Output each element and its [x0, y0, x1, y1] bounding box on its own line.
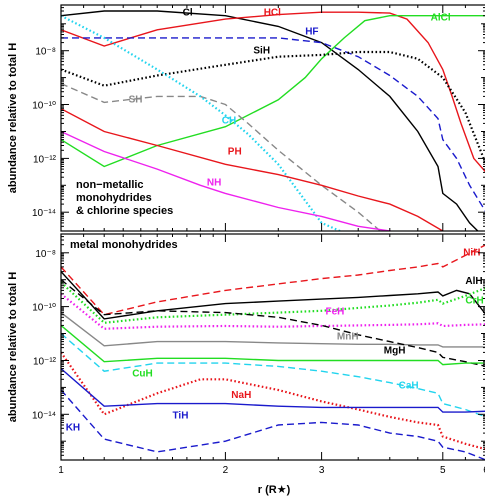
x-tick-label: 5 — [440, 465, 446, 476]
bottom-annotation: metal monohydrides — [70, 239, 178, 251]
bottom-series-labels: NiH AlH CrH FeH MnH MgH CuH CaH NaH TiH KH — [66, 247, 484, 433]
series-line-mgh — [61, 279, 485, 367]
bottom-y-tick-label: 10⁻¹⁴ — [32, 410, 56, 421]
series-label-alh: AlH — [465, 276, 482, 287]
series-line-tih — [61, 368, 485, 413]
series-line-sh — [61, 82, 382, 231]
series-line-kh — [61, 389, 485, 460]
top-annotation-line-2: monohydrides — [76, 192, 152, 204]
bottom-y-axis-label: abundance relative to total H — [7, 272, 19, 422]
top-panel: Cl HCl AlCl HF SiH SH CH PH NH 10⁻⁸ 10⁻¹⁰ 10⁻¹² 10⁻… — [32, 4, 485, 232]
series-label-crh: CrH — [465, 296, 483, 307]
series-line-hf — [61, 37, 485, 212]
bottom-y-tick-label: 10⁻⁸ — [35, 249, 56, 260]
series-label-nah: NaH — [231, 390, 251, 401]
top-frame — [60, 4, 485, 232]
series-line-nh — [61, 130, 395, 231]
series-line-hcl — [61, 11, 485, 173]
series-label-mgh: MgH — [384, 346, 406, 357]
series-line-mnh — [61, 312, 485, 348]
series-line-cl — [61, 10, 479, 231]
top-y-axis-label: abundance relative to total H — [7, 43, 19, 193]
series-label-cuh: CuH — [132, 369, 153, 380]
series-label-hcl: HCl — [264, 8, 281, 19]
x-tick-label: 1 — [58, 465, 64, 476]
series-line-cuh — [61, 324, 485, 366]
x-tick-label: 3 — [319, 465, 325, 476]
series-label-ph: PH — [228, 146, 242, 157]
series-line-alh — [61, 271, 485, 320]
series-label-cah: CaH — [399, 381, 419, 392]
top-series-labels: Cl HCl AlCl HF SiH SH CH PH NH — [129, 8, 451, 189]
series-label-nh: NH — [207, 177, 221, 188]
series-label-cl: Cl — [183, 8, 193, 19]
top-annotation-line-1: non−metallic — [76, 179, 144, 191]
series-line-ph — [61, 108, 445, 231]
top-y-tick-label: 10⁻⁸ — [35, 47, 56, 58]
top-annotation-line-3: & chlorine species — [76, 205, 173, 217]
top-y-tick-label: 10⁻¹⁴ — [32, 208, 56, 219]
bottom-series-layer — [61, 244, 485, 460]
bottom-y-tick-label: 10⁻¹² — [33, 357, 57, 368]
series-line-cah — [61, 332, 485, 418]
bottom-frame — [60, 233, 485, 461]
x-tick-label: 6 — [483, 465, 485, 476]
bottom-axes: 10⁻⁸ 10⁻¹⁰ 10⁻¹² 10⁻¹⁴ 1 2 3 5 6 — [32, 233, 485, 476]
top-y-tick-label: 10⁻¹⁰ — [32, 101, 56, 112]
series-line-feh — [61, 292, 485, 330]
series-label-kh: KH — [66, 423, 80, 434]
series-label-mnh: MnH — [337, 332, 359, 343]
series-label-ch: CH — [222, 115, 236, 126]
series-label-hf: HF — [305, 27, 318, 38]
series-label-tih: TiH — [173, 410, 189, 421]
series-line-sih — [61, 50, 485, 165]
series-label-alcl: AlCl — [431, 13, 451, 24]
series-label-nih: NiH — [463, 247, 480, 258]
series-label-feh: FeH — [326, 307, 345, 318]
series-label-sih: SiH — [253, 45, 270, 56]
bottom-y-tick-label: 10⁻¹⁰ — [32, 303, 56, 314]
series-line-nih — [61, 244, 485, 316]
x-tick-label: 2 — [223, 465, 229, 476]
top-series-layer — [61, 10, 485, 231]
series-label-sh: SH — [129, 94, 143, 105]
x-axis-label: r (R★) — [258, 484, 291, 496]
series-line-nah — [61, 351, 485, 451]
top-y-tick-label: 10⁻¹² — [33, 154, 57, 165]
series-line-crh — [61, 281, 485, 324]
